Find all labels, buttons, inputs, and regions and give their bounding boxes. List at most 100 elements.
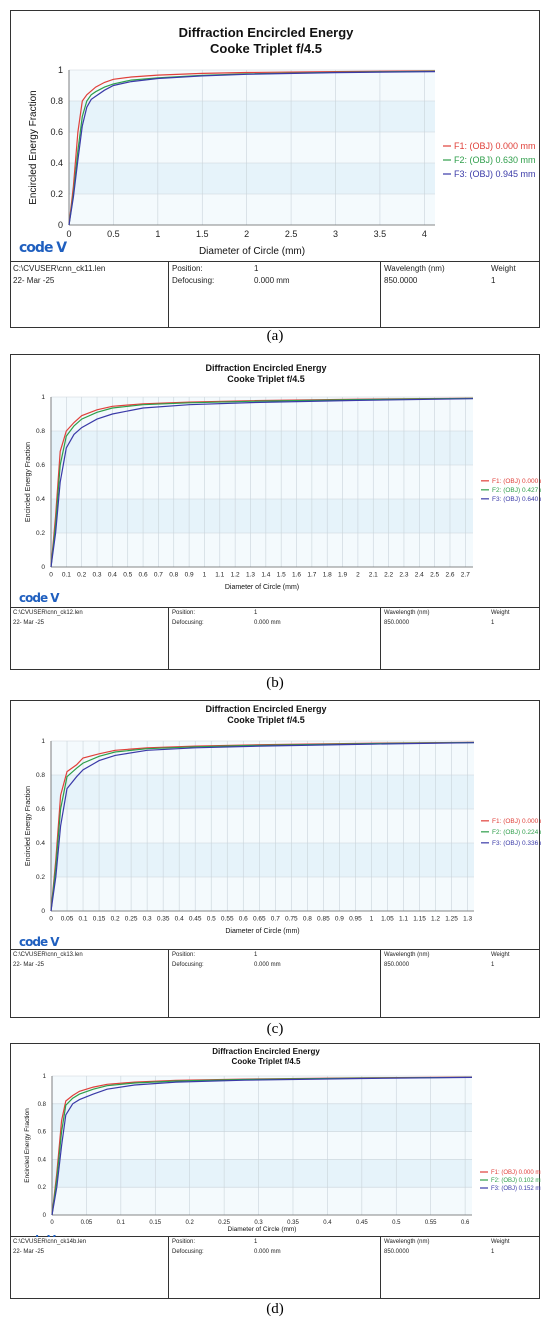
- x-tick-label: 2.1: [369, 572, 378, 579]
- info-position-label: Position:: [172, 952, 196, 958]
- series-line: [51, 1076, 473, 1216]
- chart-frame: Diffraction Encircled Energy Cooke Triple…: [10, 10, 540, 262]
- position-cell: Position: 1 Defocusing: 0.000 mm: [169, 950, 381, 1017]
- x-tick-label: 1: [203, 572, 207, 579]
- x-tick-label: 0.5: [392, 1220, 401, 1226]
- x-tick-label: 1.3: [246, 572, 255, 579]
- chart-frame: Diffraction Encircled Energy Cooke Triple…: [10, 700, 541, 950]
- x-tick-label: 0.75: [285, 916, 298, 923]
- series-line: [50, 398, 474, 568]
- x-tick-label: 0.9: [185, 572, 194, 579]
- position-cell: Position: 1 Defocusing: 0.000 mm: [169, 262, 381, 327]
- y-tick-label: 0.4: [36, 496, 45, 503]
- x-tick-label: 0.7: [154, 572, 163, 579]
- file-cell: C:\CVUSER\cnn_ck14b.len 22- Mar -25: [11, 1237, 169, 1298]
- y-tick-label: 0: [58, 220, 63, 230]
- info-defocusing-value: 0.000 mm: [254, 276, 290, 285]
- x-tick-label: 0.3: [143, 916, 152, 923]
- chart-subtitle: Cooke Triplet f/4.5: [227, 715, 305, 725]
- info-weight-value: 1: [491, 1249, 495, 1255]
- file-cell: C:\CVUSER\cnn_ck12.len 22- Mar -25: [11, 608, 169, 669]
- y-tick-label: 1: [41, 394, 45, 401]
- panel-caption: (a): [266, 328, 284, 344]
- info-file: C:\CVUSER\cnn_ck14b.len: [13, 1239, 87, 1245]
- panel-caption: (b): [266, 675, 284, 691]
- x-tick-label: 3: [333, 229, 338, 239]
- y-tick-label: 0.8: [36, 428, 45, 435]
- y-tick-label: 0.2: [36, 530, 45, 537]
- plot-band: [69, 132, 435, 163]
- legend-label: F3: (OBJ) 0.336 mm: [492, 840, 541, 847]
- x-tick-label: 0.2: [186, 1220, 195, 1226]
- x-tick-label: 0.05: [81, 1220, 93, 1226]
- position-cell: Position: 1 Defocusing: 0.000 mm: [169, 1237, 381, 1298]
- codev-logo: code V: [19, 591, 60, 605]
- x-tick-label: 1.2: [231, 572, 240, 579]
- chart-frame: Diffraction Encircled Energy Cooke Triple…: [10, 354, 541, 608]
- info-weight-value: 1: [491, 276, 496, 285]
- x-tick-label: 0.35: [287, 1220, 299, 1226]
- plot-band: [69, 194, 435, 225]
- info-file: C:\CVUSER\cnn_ck13.len: [13, 952, 83, 958]
- y-tick-label: 0.6: [36, 806, 45, 813]
- x-tick-label: 2.5: [285, 229, 298, 239]
- x-tick-label: 2.2: [384, 572, 393, 579]
- x-tick-label: 0.1: [117, 1220, 126, 1226]
- info-table: C:\CVUSER\cnn_ck12.len 22- Mar -25 Positio…: [10, 608, 540, 670]
- y-axis-title: Encircled Energy Fraction: [25, 442, 32, 522]
- legend-label: F3: (OBJ) 0.945 mm: [454, 169, 536, 179]
- info-table: C:\CVUSER\cnn_ck14b.len 22- Mar -25 Positi…: [10, 1237, 540, 1299]
- x-axis-title: Diameter of Circle (mm): [228, 1226, 297, 1233]
- x-tick-label: 1.4: [261, 572, 270, 579]
- y-axis-title: Encircled Energy Fraction: [24, 1108, 31, 1183]
- info-position-value: 1: [254, 264, 259, 273]
- info-table: C:\CVUSER\cnn_ck11.len 22- Mar -25 Positio…: [10, 262, 540, 328]
- info-defocusing-value: 0.000 mm: [254, 620, 281, 626]
- info-wavelength-label: Wavelength (nm): [384, 952, 430, 958]
- y-tick-label: 1: [41, 738, 45, 745]
- plot-band: [69, 70, 435, 101]
- x-tick-label: 2.6: [445, 572, 454, 579]
- plot-band: [51, 533, 473, 567]
- info-date: 22- Mar -25: [13, 620, 45, 626]
- y-tick-label: 0: [41, 908, 45, 915]
- plot-band: [52, 1131, 472, 1160]
- x-tick-label: 0: [66, 229, 71, 239]
- info-defocusing-value: 0.000 mm: [254, 1249, 281, 1255]
- x-tick-label: 0.45: [356, 1220, 368, 1226]
- info-table: C:\CVUSER\cnn_ck13.len 22- Mar -25 Positio…: [10, 950, 540, 1018]
- y-tick-label: 0.8: [38, 1102, 47, 1108]
- plot-band: [69, 163, 435, 194]
- info-file: C:\CVUSER\cnn_ck11.len: [13, 264, 106, 273]
- plot-band: [52, 1159, 472, 1188]
- x-tick-label: 0.95: [349, 916, 362, 923]
- x-tick-label: 0.2: [111, 916, 120, 923]
- x-axis-title: Diameter of Circle (mm): [225, 584, 299, 591]
- x-tick-label: 0.3: [93, 572, 102, 579]
- legend-label: F2: (OBJ) 0.427 mm: [492, 487, 541, 494]
- x-tick-label: 0.25: [125, 916, 138, 923]
- info-date: 22- Mar -25: [13, 962, 45, 968]
- info-wavelength-value: 850.0000: [384, 1249, 410, 1255]
- x-tick-label: 0: [49, 572, 53, 579]
- x-tick-label: 0.6: [461, 1220, 470, 1226]
- plot-area: [51, 741, 474, 911]
- panel-caption: (d): [266, 1301, 284, 1317]
- x-tick-label: 0.15: [93, 916, 106, 923]
- y-tick-label: 0.4: [36, 840, 45, 847]
- info-weight-label: Weight: [491, 610, 510, 616]
- x-tick-label: 1.05: [381, 916, 394, 923]
- x-tick-label: 4: [422, 229, 427, 239]
- y-tick-label: 0.2: [50, 189, 63, 199]
- x-tick-label: 1: [370, 916, 374, 923]
- x-tick-label: 2: [356, 572, 360, 579]
- panel-caption: (c): [266, 1021, 284, 1037]
- info-defocusing-value: 0.000 mm: [254, 962, 281, 968]
- x-tick-label: 0.45: [189, 916, 202, 923]
- x-tick-label: 0.4: [108, 572, 117, 579]
- info-weight-label: Weight: [491, 952, 510, 958]
- x-tick-label: 1.9: [338, 572, 347, 579]
- x-tick-label: 1: [155, 229, 160, 239]
